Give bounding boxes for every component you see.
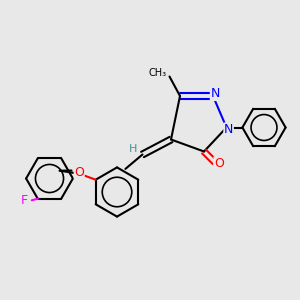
Text: N: N [210, 87, 220, 101]
Text: O: O [74, 166, 84, 179]
Text: CH₃: CH₃ [148, 68, 166, 79]
Text: N: N [224, 123, 233, 136]
Text: O: O [214, 157, 224, 170]
Text: F: F [21, 194, 28, 207]
Text: H: H [129, 143, 138, 154]
